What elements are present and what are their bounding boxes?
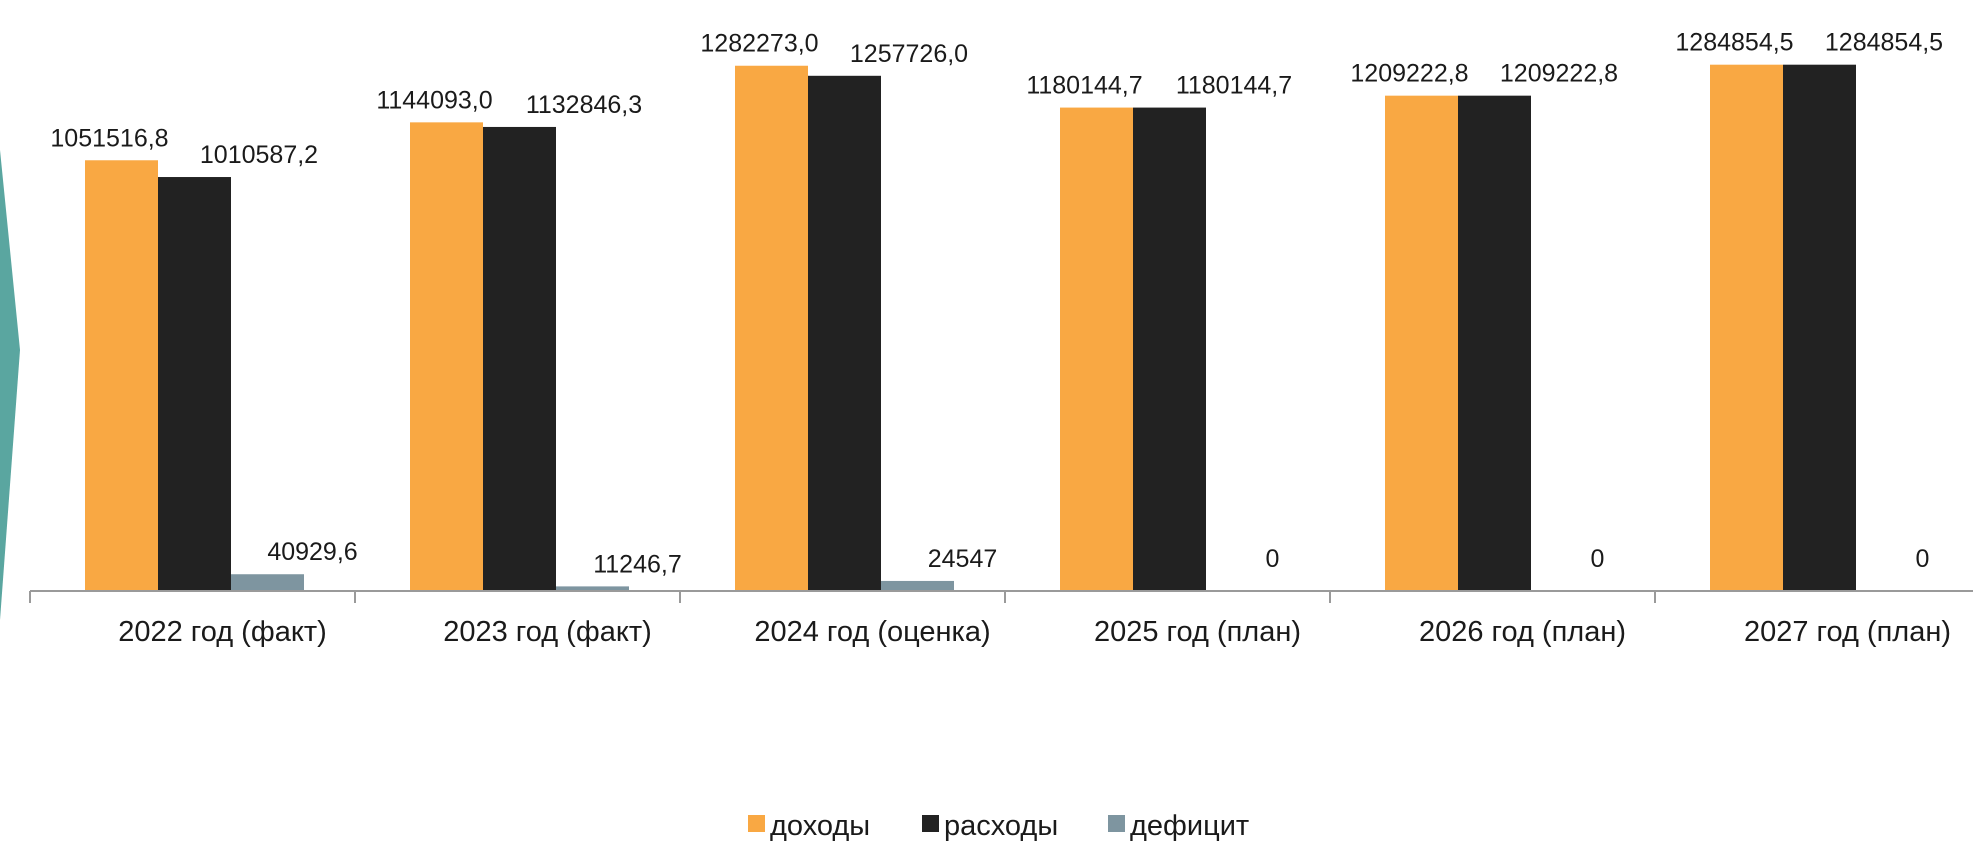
- legend-swatch-доходы: [748, 815, 765, 832]
- value-label-расходы-3: 1257726,0: [850, 40, 968, 68]
- value-label-доходы-6: 1284854,5: [1675, 29, 1793, 57]
- x-axis-ticks: [29, 591, 1656, 603]
- bar-расходы-4: [1133, 107, 1206, 592]
- bar-расходы-1: [158, 177, 231, 591]
- value-label-дефицит-4: 0: [1266, 545, 1280, 573]
- legend: доходы расходы дефицит: [748, 810, 1249, 842]
- side-arrow-decoration: [0, 150, 20, 620]
- value-label-дефицит-6: 0: [1916, 545, 1930, 573]
- value-label-дефицит-1: 40929,6: [267, 538, 357, 566]
- category-label-1: 2022 год (факт): [118, 616, 327, 648]
- legend-swatch-дефицит: [1108, 815, 1125, 832]
- category-label-3: 2024 год (оценка): [754, 616, 990, 648]
- value-label-расходы-5: 1209222,8: [1500, 60, 1618, 88]
- legend-label-дефицит: дефицит: [1130, 810, 1249, 842]
- value-labels-layer: 1051516,8 1010587,2 40929,6 1144093,0 113284…: [50, 29, 1943, 579]
- value-label-дефицит-2: 11246,7: [593, 550, 682, 578]
- legend-label-доходы: доходы: [770, 810, 870, 842]
- category-label-2: 2023 год (факт): [443, 616, 652, 648]
- bar-доходы-1: [85, 160, 158, 591]
- legend-swatch-расходы: [922, 815, 939, 832]
- bar-дефицит-2: [556, 586, 629, 591]
- bar-расходы-3: [808, 75, 881, 592]
- legend-label-расходы: расходы: [944, 810, 1058, 842]
- bar-доходы-2: [410, 122, 483, 591]
- value-label-доходы-3: 1282273,0: [700, 30, 818, 58]
- value-label-доходы-4: 1180144,7: [1026, 72, 1142, 100]
- bar-расходы-5: [1458, 95, 1531, 592]
- bar-доходы-3: [735, 65, 808, 592]
- bars-layer: [85, 64, 1856, 592]
- value-label-расходы-1: 1010587,2: [200, 141, 318, 169]
- value-label-доходы-1: 1051516,8: [50, 124, 168, 152]
- value-label-дефицит-5: 0: [1591, 545, 1605, 573]
- value-label-доходы-5: 1209222,8: [1350, 60, 1468, 88]
- value-label-доходы-2: 1144093,0: [376, 86, 492, 114]
- bar-дефицит-3: [881, 580, 954, 591]
- value-label-дефицит-3: 24547: [928, 545, 998, 573]
- bar-доходы-5: [1385, 95, 1458, 592]
- bar-доходы-4: [1060, 107, 1133, 592]
- category-labels-layer: 2022 год (факт) 2023 год (факт) 2024 год (…: [118, 616, 1951, 648]
- value-label-расходы-4: 1180144,7: [1176, 72, 1292, 100]
- bar-расходы-6: [1783, 64, 1856, 591]
- value-label-расходы-2: 1132846,3: [526, 91, 642, 119]
- bar-доходы-6: [1710, 64, 1783, 591]
- bar-дефицит-1: [231, 574, 304, 591]
- bar-расходы-2: [483, 126, 556, 592]
- category-label-6: 2027 год (план): [1744, 616, 1951, 648]
- value-label-расходы-6: 1284854,5: [1825, 29, 1943, 57]
- category-label-5: 2026 год (план): [1419, 616, 1626, 648]
- category-label-4: 2025 год (план): [1094, 616, 1301, 648]
